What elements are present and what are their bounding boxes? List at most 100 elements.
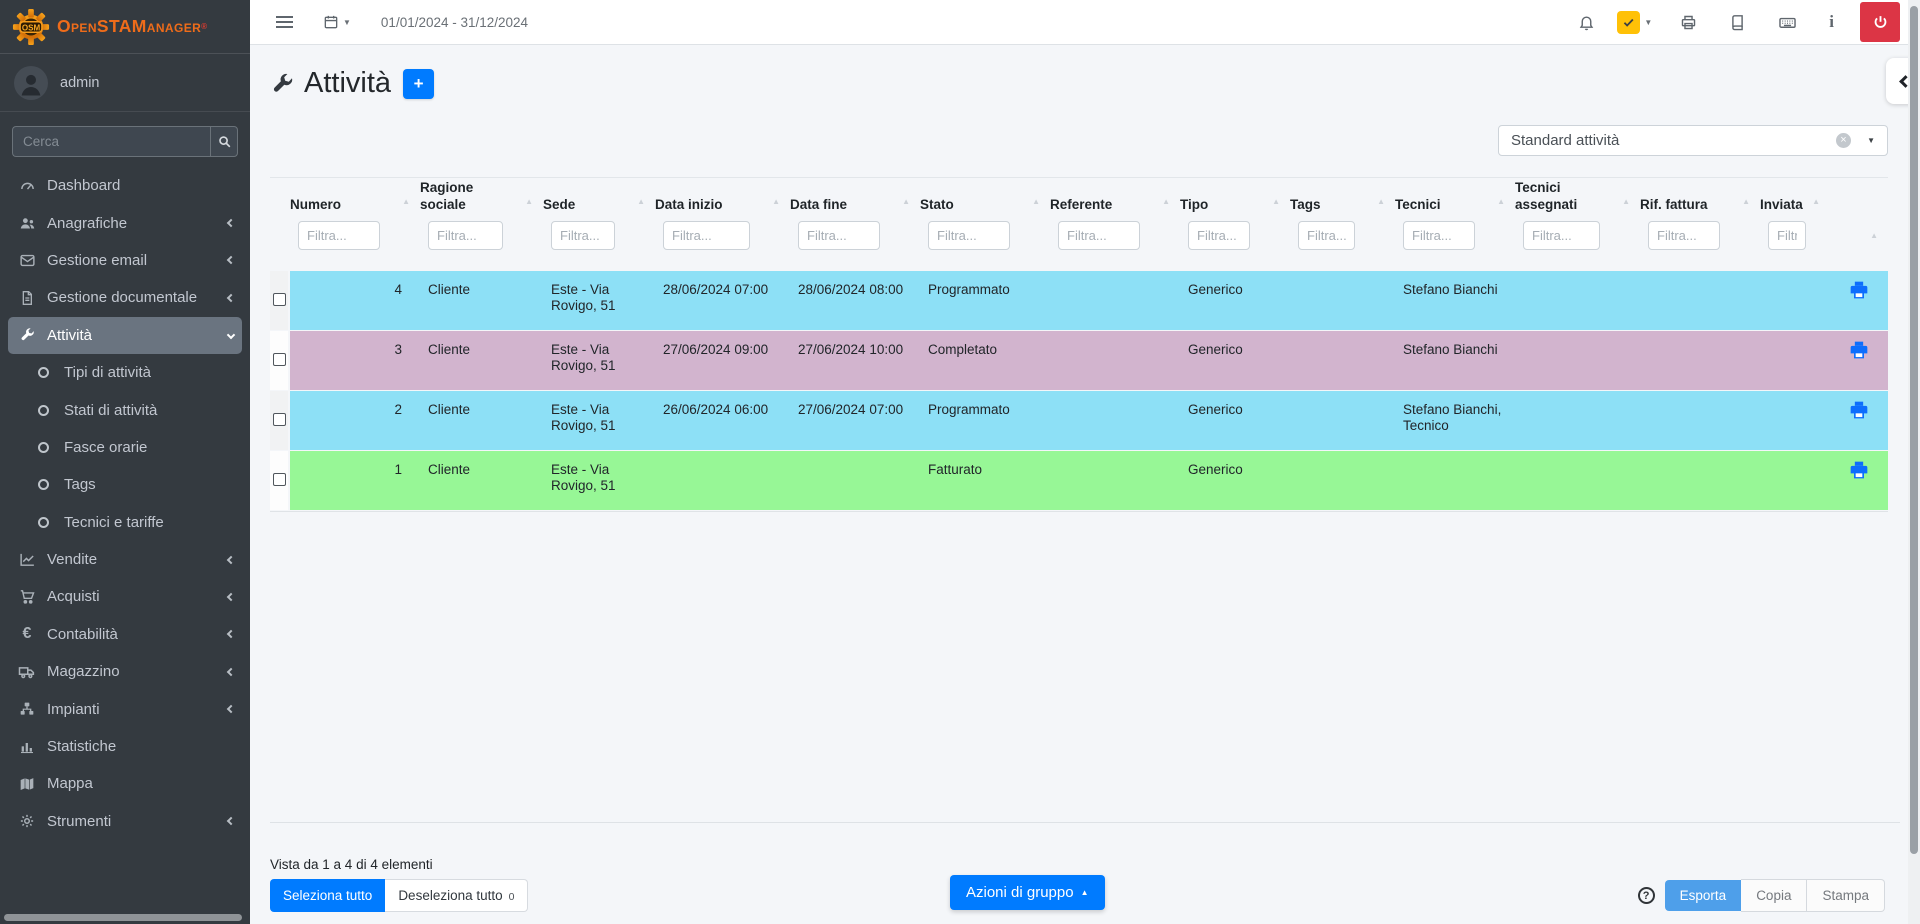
euro-icon: € — [22, 625, 32, 643]
filter-tecnici-input[interactable] — [1403, 220, 1475, 250]
filter-numero-input[interactable] — [298, 220, 380, 250]
search-icon — [217, 134, 232, 149]
search-input[interactable] — [12, 126, 210, 157]
user-panel[interactable]: admin — [0, 54, 250, 112]
select-all-button[interactable]: Seleziona tutto — [270, 879, 386, 912]
envelope-icon — [16, 252, 38, 269]
print-table-button[interactable]: Stampa — [1807, 879, 1885, 912]
sidebar-horizontal-scrollbar[interactable] — [4, 914, 242, 921]
chevron-left-icon — [226, 630, 236, 639]
filter-inviata-input[interactable] — [1768, 220, 1806, 250]
filter-data-inizio-input[interactable] — [663, 220, 750, 250]
print-row-button[interactable] — [1830, 271, 1888, 330]
row-checkbox[interactable] — [272, 293, 286, 306]
print-button[interactable] — [1676, 10, 1701, 35]
page-scrollbar[interactable] — [1908, 0, 1920, 924]
sidebar-search — [12, 126, 238, 157]
table-row[interactable]: 3 Cliente Este - Via Rovigo, 51 27/06/20… — [270, 331, 1888, 390]
sidebar-item-gestione-email[interactable]: Gestione email — [0, 242, 250, 279]
info-button[interactable]: i — [1825, 8, 1838, 36]
date-range[interactable]: 01/01/2024 - 31/12/2024 — [380, 14, 529, 30]
sidebar-item-tags[interactable]: Tags — [0, 466, 250, 503]
add-activity-button[interactable]: + — [403, 68, 435, 99]
sidebar-item-magazzino[interactable]: Magazzino — [0, 653, 250, 690]
help-icon[interactable]: ? — [1637, 887, 1655, 904]
sidebar-item-dashboard[interactable]: Dashboard — [0, 167, 250, 204]
sidebar-item-anagrafiche[interactable]: Anagrafiche — [0, 204, 250, 241]
cart-icon — [16, 588, 38, 605]
deselect-all-button[interactable]: Deseleziona tutto 0 — [385, 879, 529, 912]
row-checkbox[interactable] — [272, 353, 286, 366]
table-row[interactable]: 2 Cliente Este - Via Rovigo, 51 26/06/20… — [270, 391, 1888, 450]
clear-icon[interactable]: × — [1836, 133, 1851, 148]
filter-rif-fattura-input[interactable] — [1648, 220, 1720, 250]
caret-down-icon[interactable]: ▼ — [1644, 17, 1653, 27]
filter-tags-input[interactable] — [1298, 220, 1355, 250]
scrollbar-thumb[interactable] — [1910, 6, 1918, 854]
calendar-button[interactable]: ▼ — [319, 10, 355, 34]
filter-data-fine-input[interactable] — [798, 220, 880, 250]
sidebar-item-stati-di-attivita[interactable]: Stati di attività — [0, 391, 250, 428]
logout-button[interactable] — [1860, 2, 1900, 42]
export-button[interactable]: Esporta — [1664, 880, 1742, 911]
sidebar-item-fasce-orarie[interactable]: Fasce orarie — [0, 429, 250, 466]
sidebar-item-tecnici-e-tariffe[interactable]: Tecnici e tariffe — [0, 504, 250, 541]
filter-sede-input[interactable] — [551, 220, 615, 250]
keyboard-icon — [1778, 13, 1797, 32]
copy-button[interactable]: Copia — [1741, 879, 1808, 912]
sidebar-item-tipi-di-attivita[interactable]: Tipi di attività — [0, 354, 250, 391]
column-header-tecnici-assegnati[interactable]: Tecnici assegnati ▲ — [1515, 180, 1640, 250]
sidebar-item-mappa[interactable]: Mappa — [0, 765, 250, 802]
column-header-data-fine[interactable]: Data fine ▲ — [790, 180, 920, 250]
power-icon — [1872, 14, 1889, 31]
sidebar-item-contabilita[interactable]: € Contabilità — [0, 616, 250, 653]
shortcuts-button[interactable] — [1774, 9, 1801, 36]
printer-icon — [1680, 14, 1697, 31]
sort-icon: ▲ — [1497, 196, 1505, 206]
filter-stato-input[interactable] — [928, 220, 1010, 250]
column-header-rif-fattura[interactable]: Rif. fattura ▲ — [1640, 180, 1760, 250]
filter-tecnici-assegnati-input[interactable] — [1523, 220, 1600, 250]
sidebar-item-vendite[interactable]: Vendite — [0, 541, 250, 578]
caret-up-icon: ▲ — [1080, 888, 1089, 897]
sidebar-item-attivita[interactable]: Attività — [8, 316, 242, 354]
sidebar-item-acquisti[interactable]: Acquisti — [0, 578, 250, 615]
sidebar-item-gestione-documentale[interactable]: Gestione documentale — [0, 279, 250, 316]
column-header-print[interactable]: ▲ — [1830, 180, 1888, 250]
filter-referente-input[interactable] — [1058, 220, 1140, 250]
group-actions-button[interactable]: Azioni di gruppo ▲ — [950, 875, 1105, 910]
table-row[interactable]: 1 Cliente Este - Via Rovigo, 51 Fatturat… — [270, 451, 1888, 510]
search-button[interactable] — [210, 126, 238, 157]
app-logo[interactable]: OSM OpenSTAManager ® — [0, 0, 250, 54]
column-header-ragione-sociale[interactable]: Ragione sociale ▲ — [420, 180, 543, 250]
column-header-numero[interactable]: Numero ▲ — [290, 180, 420, 250]
sidebar-item-impianti[interactable]: Impianti — [0, 690, 250, 727]
row-checkbox[interactable] — [272, 473, 286, 486]
check-icon — [1622, 16, 1635, 29]
notifications-button[interactable] — [1574, 10, 1599, 35]
column-header-stato[interactable]: Stato ▲ — [920, 180, 1050, 250]
tasks-button[interactable] — [1617, 10, 1641, 34]
print-row-button[interactable] — [1830, 451, 1888, 510]
column-header-tipo[interactable]: Tipo ▲ — [1180, 180, 1290, 250]
table-row[interactable]: 4 Cliente Este - Via Rovigo, 51 28/06/20… — [270, 271, 1888, 330]
sidebar-item-strumenti[interactable]: Strumenti — [0, 803, 250, 840]
template-select[interactable]: Standard attività × ▼ — [1498, 125, 1888, 156]
column-header-sede[interactable]: Sede ▲ — [543, 180, 655, 250]
print-row-button[interactable] — [1830, 331, 1888, 390]
column-header-data-inizio[interactable]: Data inizio ▲ — [655, 180, 790, 250]
bell-icon — [1578, 14, 1595, 31]
row-checkbox[interactable] — [272, 413, 286, 426]
filter-tipo-input[interactable] — [1188, 220, 1250, 250]
records-info: Vista da 1 a 4 di 4 elementi — [270, 857, 433, 872]
header-checkbox-column — [270, 180, 290, 250]
print-row-button[interactable] — [1830, 391, 1888, 450]
filter-ragione-sociale-input[interactable] — [428, 220, 503, 250]
column-header-referente[interactable]: Referente ▲ — [1050, 180, 1180, 250]
column-header-tags[interactable]: Tags ▲ — [1290, 180, 1395, 250]
menu-toggle-button[interactable] — [272, 16, 297, 28]
docs-button[interactable] — [1725, 10, 1750, 35]
sidebar-item-statistiche[interactable]: Statistiche — [0, 728, 250, 765]
column-header-tecnici[interactable]: Tecnici ▲ — [1395, 180, 1515, 250]
column-header-inviata[interactable]: Inviata ▲ — [1760, 180, 1830, 250]
